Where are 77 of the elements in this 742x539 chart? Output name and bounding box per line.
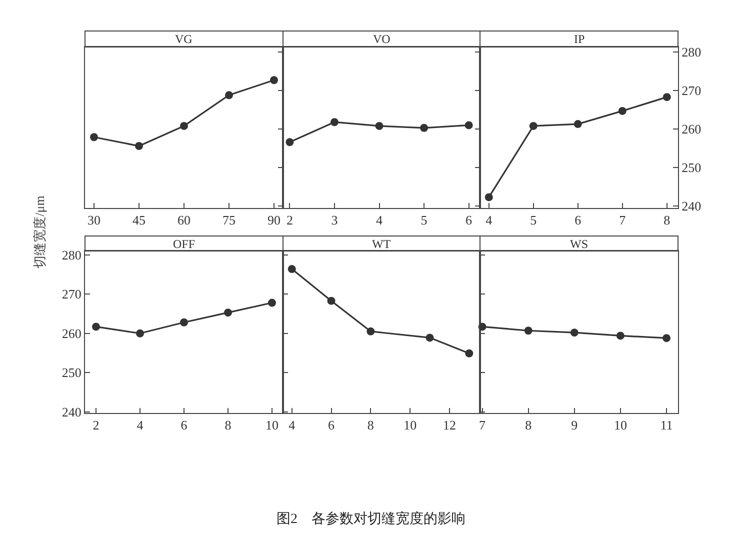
x-tick-label: 7 bbox=[479, 418, 486, 433]
y-tick-label: 250 bbox=[682, 160, 702, 176]
x-tick-label: 45 bbox=[132, 212, 146, 228]
point bbox=[180, 318, 188, 326]
x-tick-label: 8 bbox=[664, 212, 670, 228]
x-tick-label: 90 bbox=[268, 212, 280, 228]
x-tick-label: 4 bbox=[376, 212, 384, 228]
x-tick-label: 8 bbox=[367, 418, 374, 433]
y-tick-label: 240 bbox=[682, 198, 702, 214]
chart-title: VO bbox=[373, 32, 391, 46]
point bbox=[330, 118, 338, 126]
x-tick-label: 7 bbox=[619, 212, 626, 228]
chart-title: WS bbox=[570, 237, 588, 251]
x-tick-label: 8 bbox=[525, 418, 532, 433]
point bbox=[464, 121, 473, 130]
y-tick-label: 270 bbox=[62, 286, 82, 302]
x-tick-label: 3 bbox=[331, 212, 338, 228]
point bbox=[484, 193, 493, 202]
point bbox=[366, 327, 375, 336]
x-tick-label: 12 bbox=[442, 418, 456, 433]
point bbox=[574, 120, 582, 128]
x-tick-label: 6 bbox=[466, 212, 473, 228]
point bbox=[286, 138, 294, 146]
x-tick-label: 6 bbox=[328, 418, 336, 433]
x-tick-label: 6 bbox=[574, 212, 582, 228]
point bbox=[616, 332, 624, 340]
chart-title: WT bbox=[372, 237, 392, 251]
chart-title: VG bbox=[175, 32, 193, 46]
x-tick-label: 11 bbox=[660, 418, 673, 433]
x-tick-label: 4 bbox=[288, 418, 296, 433]
y-tick-label: 250 bbox=[62, 365, 82, 380]
point bbox=[268, 298, 276, 307]
x-tick-label: 4 bbox=[136, 418, 144, 433]
x-tick-label: 30 bbox=[88, 212, 100, 228]
y-tick-label: 280 bbox=[62, 247, 82, 262]
point bbox=[224, 308, 232, 317]
point bbox=[375, 122, 384, 130]
point bbox=[618, 106, 626, 115]
point bbox=[288, 265, 296, 274]
x-tick-label: 10 bbox=[614, 418, 627, 433]
point bbox=[92, 322, 100, 331]
y-tick-label: 260 bbox=[62, 326, 82, 341]
point bbox=[327, 296, 336, 305]
point bbox=[420, 124, 428, 132]
point bbox=[180, 122, 188, 130]
point bbox=[270, 76, 278, 84]
x-tick-label: 8 bbox=[224, 418, 232, 433]
y-axis-title: 切缝宽度/μm bbox=[31, 196, 48, 268]
x-tick-label: 5 bbox=[530, 212, 537, 228]
y-tick-label: 240 bbox=[62, 404, 82, 420]
x-tick-label: 10 bbox=[404, 418, 417, 433]
chart-title: OFF bbox=[173, 237, 196, 251]
x-tick-label: 9 bbox=[571, 418, 578, 433]
point bbox=[524, 326, 532, 335]
x-tick-label: 60 bbox=[178, 212, 190, 228]
y-tick-label: 280 bbox=[682, 44, 702, 60]
chart-title: IP bbox=[574, 32, 585, 46]
point bbox=[426, 334, 434, 342]
point bbox=[662, 93, 671, 102]
x-tick-label: 2 bbox=[286, 212, 293, 228]
point bbox=[90, 133, 98, 142]
x-tick-label: 10 bbox=[266, 418, 278, 433]
x-tick-label: 6 bbox=[180, 418, 188, 433]
point bbox=[136, 329, 144, 338]
x-tick-label: 75 bbox=[222, 212, 236, 228]
point bbox=[465, 349, 474, 358]
x-tick-label: 2 bbox=[92, 418, 100, 433]
y-tick-label: 260 bbox=[682, 122, 702, 137]
y-tick-label: 270 bbox=[682, 83, 702, 98]
point bbox=[570, 328, 578, 337]
point bbox=[529, 122, 538, 130]
point bbox=[135, 142, 143, 150]
x-tick-label: 4 bbox=[486, 212, 493, 228]
point bbox=[662, 334, 670, 342]
x-tick-label: 5 bbox=[420, 212, 428, 228]
point bbox=[225, 91, 233, 100]
caption: 图2 各参数对切缝宽度的影响 bbox=[276, 510, 466, 528]
